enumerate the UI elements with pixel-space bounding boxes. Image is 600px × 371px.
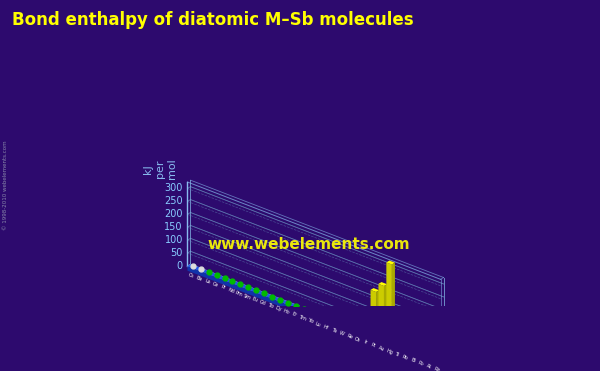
Polygon shape — [386, 260, 395, 265]
Text: Tb: Tb — [267, 302, 274, 309]
Text: Er: Er — [291, 312, 298, 318]
Text: Gd: Gd — [259, 299, 266, 306]
Text: 0: 0 — [177, 261, 183, 271]
Text: 300: 300 — [164, 184, 183, 193]
Text: www.webelements.com: www.webelements.com — [208, 237, 410, 252]
Text: 200: 200 — [164, 209, 183, 219]
Text: kJ
per
mol: kJ per mol — [143, 158, 176, 179]
Polygon shape — [392, 263, 395, 345]
Text: Po: Po — [417, 360, 424, 367]
Text: Ba: Ba — [196, 275, 203, 282]
Polygon shape — [187, 264, 443, 363]
Text: Au: Au — [377, 345, 385, 352]
Text: Os: Os — [353, 336, 361, 343]
Polygon shape — [379, 284, 384, 342]
Polygon shape — [371, 290, 376, 339]
Polygon shape — [386, 262, 392, 345]
Text: Cs: Cs — [188, 272, 195, 279]
Text: Bond enthalpy of diatomic M–Sb molecules: Bond enthalpy of diatomic M–Sb molecules — [12, 11, 413, 29]
Text: Ta: Ta — [331, 327, 337, 333]
Text: 150: 150 — [164, 222, 183, 232]
Text: 50: 50 — [170, 248, 183, 258]
Polygon shape — [371, 288, 379, 292]
Text: Tm: Tm — [298, 315, 307, 322]
Text: Ce: Ce — [211, 281, 219, 288]
Text: Ir: Ir — [363, 339, 368, 345]
Text: Bi: Bi — [410, 357, 416, 364]
Text: Re: Re — [346, 333, 353, 340]
Text: Hf: Hf — [322, 324, 329, 331]
Text: Nd: Nd — [227, 287, 235, 294]
Text: Rn: Rn — [433, 367, 440, 371]
Text: Hg: Hg — [385, 348, 393, 355]
Text: La: La — [203, 278, 211, 285]
Text: Sm: Sm — [242, 293, 251, 301]
Text: 250: 250 — [164, 196, 183, 206]
Text: 100: 100 — [164, 235, 183, 245]
Text: Pm: Pm — [235, 290, 244, 298]
Text: Pb: Pb — [401, 354, 409, 361]
Text: Tl: Tl — [394, 351, 400, 357]
Text: Pr: Pr — [220, 284, 226, 290]
Polygon shape — [440, 362, 443, 368]
Polygon shape — [376, 290, 379, 339]
Polygon shape — [187, 266, 440, 368]
Text: Lu: Lu — [314, 321, 322, 328]
Text: Pt: Pt — [370, 342, 376, 348]
Text: Dy: Dy — [274, 306, 283, 312]
Text: Ho: Ho — [282, 309, 290, 316]
Text: At: At — [425, 363, 432, 370]
Text: W: W — [338, 330, 345, 336]
Text: Eu: Eu — [251, 296, 259, 303]
Polygon shape — [379, 282, 387, 286]
Text: Yb: Yb — [307, 318, 314, 325]
Text: © 1998-2010 webelements.com: © 1998-2010 webelements.com — [3, 141, 8, 230]
Polygon shape — [384, 284, 387, 342]
